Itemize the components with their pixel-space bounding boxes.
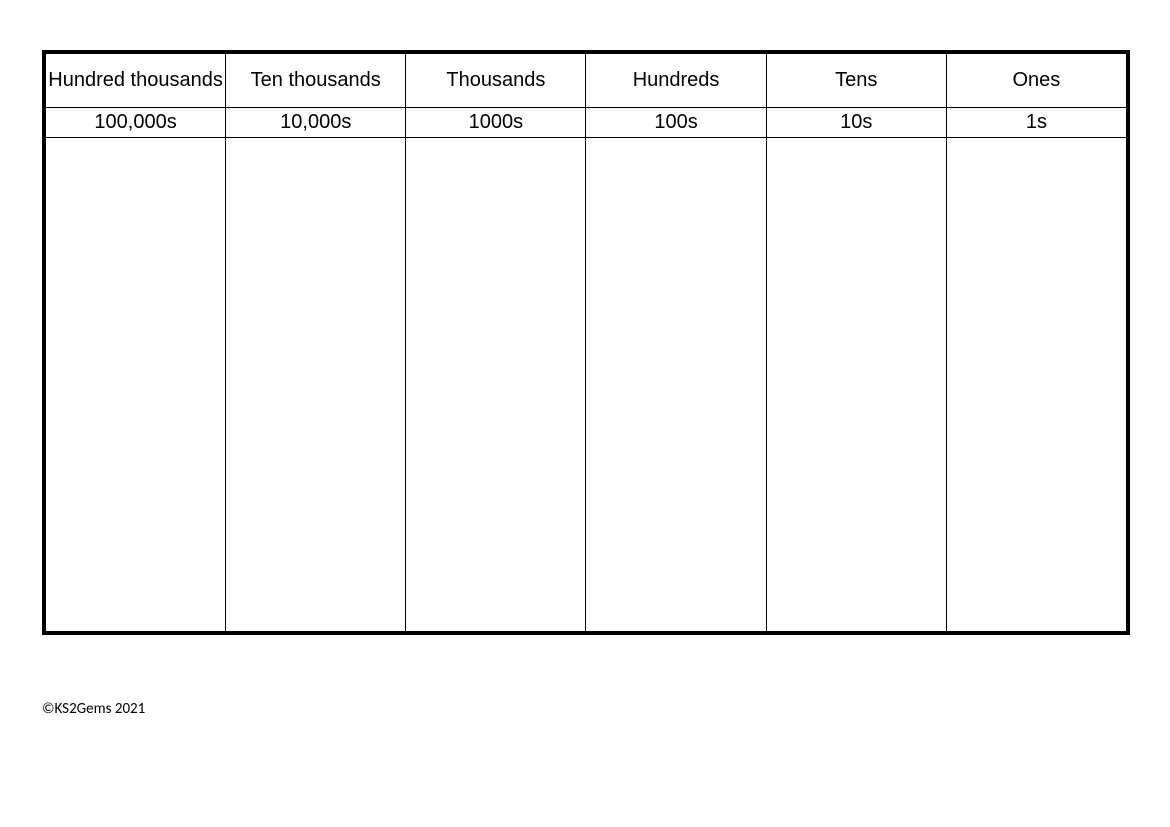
column-header-abbrev: 1000s — [406, 108, 586, 138]
table-cell — [946, 138, 1126, 632]
page-container: Hundred thousands Ten thousands Thousand… — [42, 50, 1130, 635]
place-value-table: Hundred thousands Ten thousands Thousand… — [45, 53, 1127, 632]
column-header-abbrev: 1s — [946, 108, 1126, 138]
table-cell — [226, 138, 406, 632]
column-header-name: Tens — [766, 54, 946, 108]
table-cell — [766, 138, 946, 632]
column-header-abbrev: 100s — [586, 108, 766, 138]
table-cell — [46, 138, 226, 632]
column-header-abbrev: 10s — [766, 108, 946, 138]
table-header-row-names: Hundred thousands Ten thousands Thousand… — [46, 54, 1127, 108]
column-header-name: Hundred thousands — [46, 54, 226, 108]
place-value-table-wrapper: Hundred thousands Ten thousands Thousand… — [42, 50, 1130, 635]
column-header-name: Ones — [946, 54, 1126, 108]
table-header-row-abbrev: 100,000s 10,000s 1000s 100s 10s 1s — [46, 108, 1127, 138]
column-header-name: Ten thousands — [226, 54, 406, 108]
table-cell — [406, 138, 586, 632]
column-header-abbrev: 10,000s — [226, 108, 406, 138]
column-header-name: Hundreds — [586, 54, 766, 108]
table-row — [46, 138, 1127, 632]
copyright-text: ©KS2Gems 2021 — [42, 700, 145, 718]
column-header-abbrev: 100,000s — [46, 108, 226, 138]
table-cell — [586, 138, 766, 632]
column-header-name: Thousands — [406, 54, 586, 108]
